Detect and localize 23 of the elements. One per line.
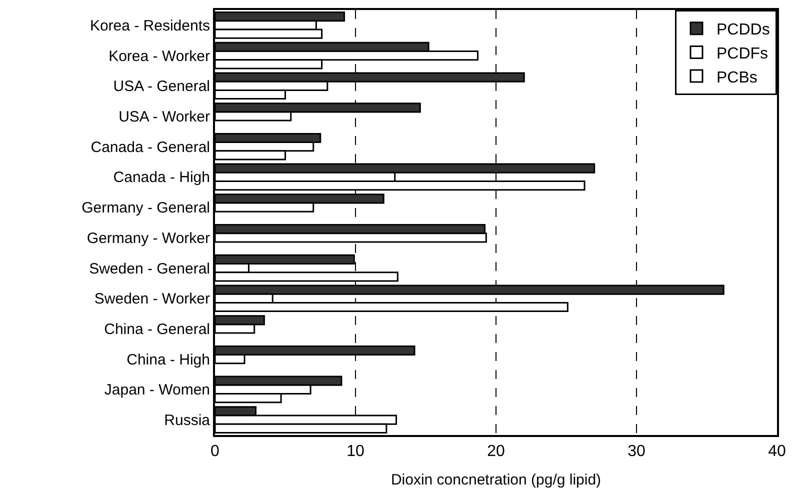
y-tick-label: China - General <box>104 321 210 338</box>
x-tick-label: 20 <box>487 443 505 460</box>
y-tick-label: USA - General <box>113 78 210 96</box>
y-tick-label: Germany - Worker <box>86 230 210 247</box>
y-tick-label: Sweden - Worker <box>94 290 210 308</box>
legend-label: PCDDs <box>716 22 770 39</box>
y-tick-label: Canada - General <box>90 138 210 156</box>
legend-label: PCDFs <box>716 45 768 62</box>
x-tick-label: 0 <box>210 443 220 460</box>
x-tick-label: 40 <box>768 443 786 460</box>
y-tick-label: China - High <box>126 351 210 368</box>
y-tick-label: Japan - Women <box>104 382 210 399</box>
y-tick-label: Sweden - General <box>89 260 210 278</box>
x-tick-label: 10 <box>346 443 364 460</box>
y-tick-label: Canada - High <box>113 169 210 186</box>
y-tick-label: Korea - Residents <box>90 17 210 34</box>
legend-label: PCBs <box>716 69 758 86</box>
y-tick-label: USA - Worker <box>118 108 210 126</box>
y-tick-label: Russia <box>164 412 211 430</box>
x-tick-label: 30 <box>628 443 646 460</box>
x-axis-title: Dioxin concnetration (pg/g lipid) <box>390 472 602 489</box>
y-tick-label: Korea - Worker <box>108 48 210 65</box>
y-tick-label: Germany - General <box>82 200 210 217</box>
